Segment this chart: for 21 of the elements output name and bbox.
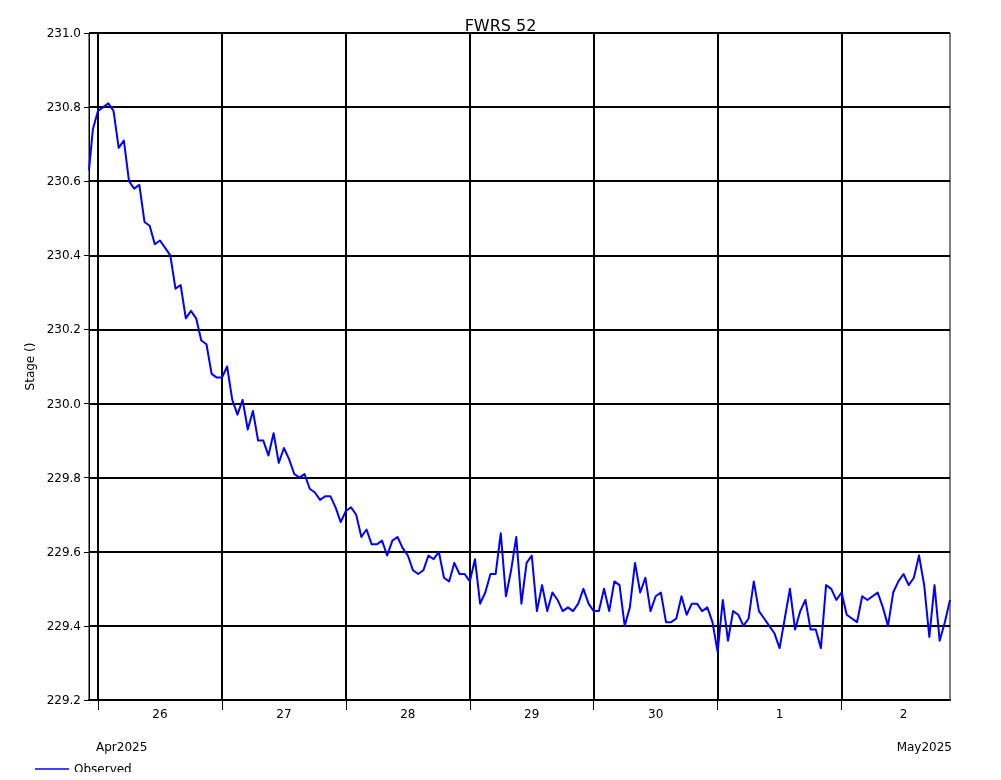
y-tick-label: 230.6 [46, 174, 81, 189]
y-tick-label: 229.8 [46, 470, 81, 485]
x-tick-label: 2 [899, 707, 908, 721]
x-tick-label: 26 [152, 707, 168, 721]
y-tick-label: 230.0 [46, 396, 81, 411]
x-tick-label: 1 [775, 707, 784, 721]
text: May2025 [896, 740, 953, 754]
y-tick-label: 229.4 [46, 618, 81, 633]
y-tick-label: 229.6 [46, 544, 81, 559]
y-tick-label: 230.2 [46, 322, 81, 337]
chart-title: FWRS 52 [464, 15, 537, 35]
y-tick-label: 231.0 [46, 26, 81, 40]
y-tick-label: 229.2 [46, 693, 81, 707]
y-tick-label: 230.4 [46, 248, 81, 263]
x-tick-label: 30 [648, 707, 664, 721]
y-axis-title: Stage () [22, 342, 37, 391]
x-tick-label: 27 [276, 707, 292, 721]
x-tick-label: 29 [524, 707, 540, 721]
x-tick-label: 28 [400, 707, 416, 721]
y-tick-label: 230.8 [46, 100, 81, 115]
text: Apr2025 [96, 740, 148, 754]
